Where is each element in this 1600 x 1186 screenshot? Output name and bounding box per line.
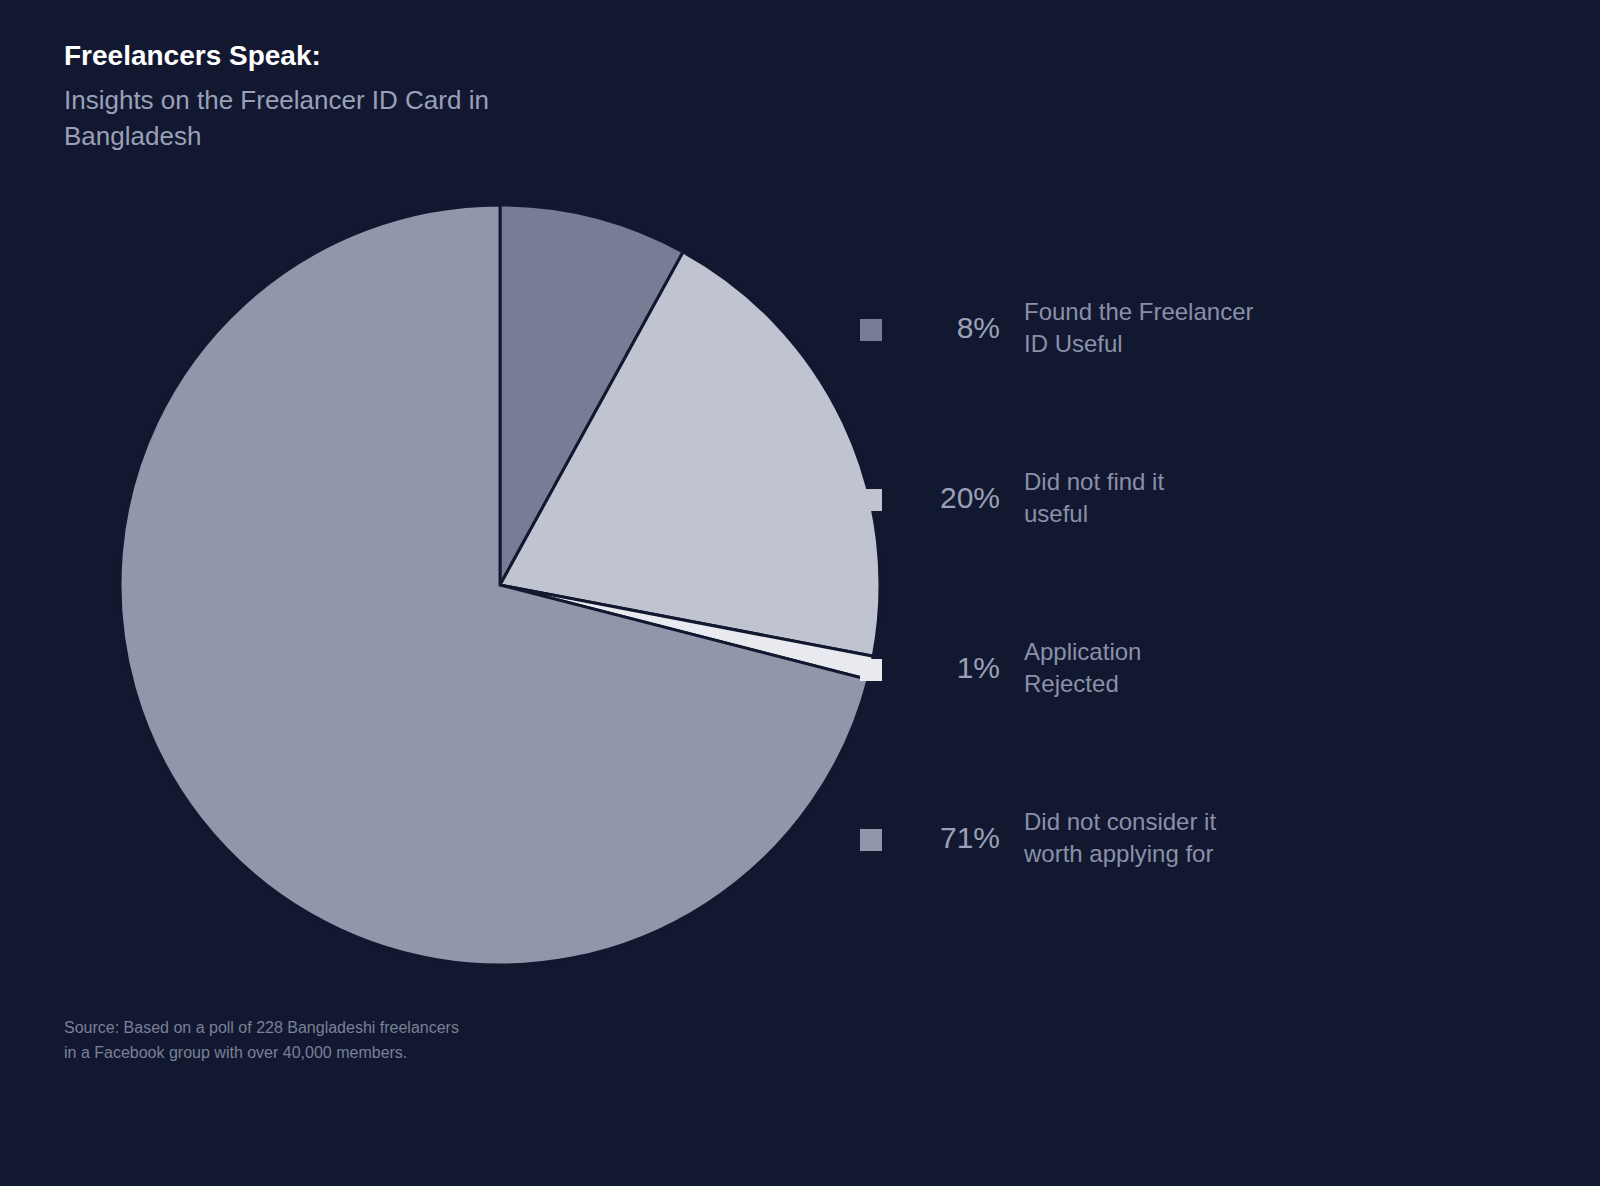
- svg-text:ApplicationRejected: ApplicationRejected: [1024, 639, 1141, 697]
- svg-text:Found the FreelancerID Useful: Found the FreelancerID Useful: [1024, 299, 1253, 357]
- svg-text:71%: 71%: [940, 821, 1000, 854]
- svg-text:20%: 20%: [940, 481, 1000, 514]
- svg-text:Did not consider itworth apply: Did not consider itworth applying for: [1023, 809, 1216, 867]
- svg-text:8%: 8%: [957, 311, 1000, 344]
- html-text:Freelancers Speak:: Freelancers Speak:: [64, 40, 321, 71]
- html-text:Insights on the Freelancer ID: Insights on the Freelancer ID Card in Ba…: [64, 85, 489, 152]
- html-text:Source: Based on a poll of 228: Source: Based on a poll of 228 Banglades…: [64, 1018, 459, 1062]
- svg-text:Did not find ituseful: Did not find ituseful: [1024, 469, 1164, 527]
- svg-text:1%: 1%: [957, 651, 1000, 684]
